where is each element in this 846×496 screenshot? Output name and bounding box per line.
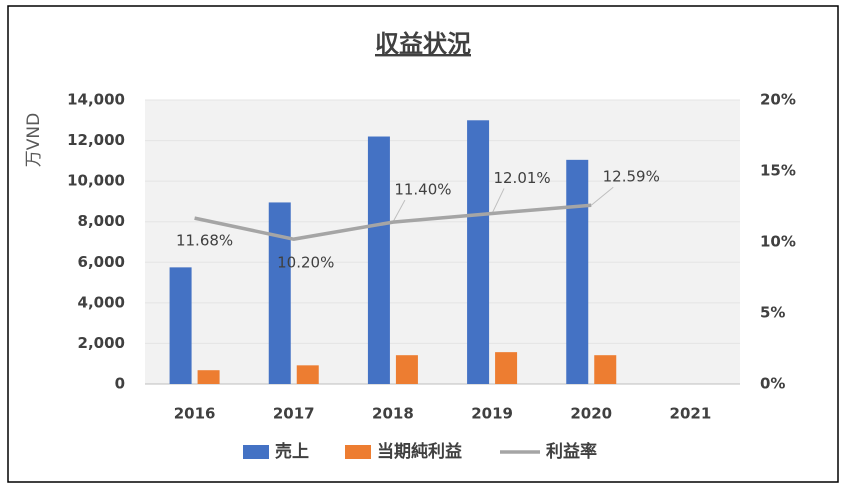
bar <box>467 120 490 385</box>
y-tick-label: 10,000 <box>67 172 125 190</box>
bar <box>395 355 418 384</box>
data-label: 10.20% <box>277 254 334 272</box>
data-label: 11.68% <box>176 232 233 250</box>
y-tick-label: 8,000 <box>78 212 125 230</box>
bar <box>495 352 518 384</box>
y-tick-label: 12,000 <box>67 131 125 149</box>
x-tick-label: 2021 <box>670 405 712 423</box>
legend-swatch <box>243 445 269 459</box>
x-tick-label: 2017 <box>273 405 315 423</box>
y2-tick-label: 15% <box>760 162 796 180</box>
data-label: 12.59% <box>603 168 660 186</box>
y-tick-label: 14,000 <box>67 91 125 109</box>
y2-tick-label: 10% <box>760 233 796 251</box>
y-axis-label: 万VND <box>24 113 44 167</box>
bar <box>296 365 319 384</box>
bar <box>197 370 220 384</box>
leader-line <box>590 186 614 206</box>
x-tick-label: 2020 <box>570 405 612 423</box>
y2-tick-label: 5% <box>760 304 785 322</box>
bar <box>367 136 390 384</box>
line <box>194 203 592 241</box>
y-tick-label: 2,000 <box>78 334 125 352</box>
y-tick-label: 4,000 <box>78 293 125 311</box>
bar <box>169 267 192 384</box>
y2-tick-label: 20% <box>760 91 796 109</box>
bar <box>268 202 291 384</box>
x-tick-label: 2018 <box>372 405 414 423</box>
x-tick-label: 2016 <box>174 405 216 423</box>
legend-label: 売上 <box>275 441 309 462</box>
bar <box>566 159 589 384</box>
legend-label: 利益率 <box>546 441 597 462</box>
data-label: 12.01% <box>493 169 550 187</box>
leader-line <box>491 188 505 214</box>
x-tick-label: 2019 <box>471 405 513 423</box>
y-tick-label: 0 <box>115 375 125 393</box>
bar <box>594 355 617 384</box>
chart-title: 収益状況 <box>375 30 471 58</box>
y-tick-label: 6,000 <box>78 253 125 271</box>
plot-area <box>145 100 740 384</box>
legend-swatch <box>345 445 371 459</box>
y2-tick-label: 0% <box>760 375 785 393</box>
legend-label: 当期純利益 <box>377 441 462 462</box>
data-label: 11.40% <box>394 181 451 199</box>
leader-line <box>392 199 406 223</box>
